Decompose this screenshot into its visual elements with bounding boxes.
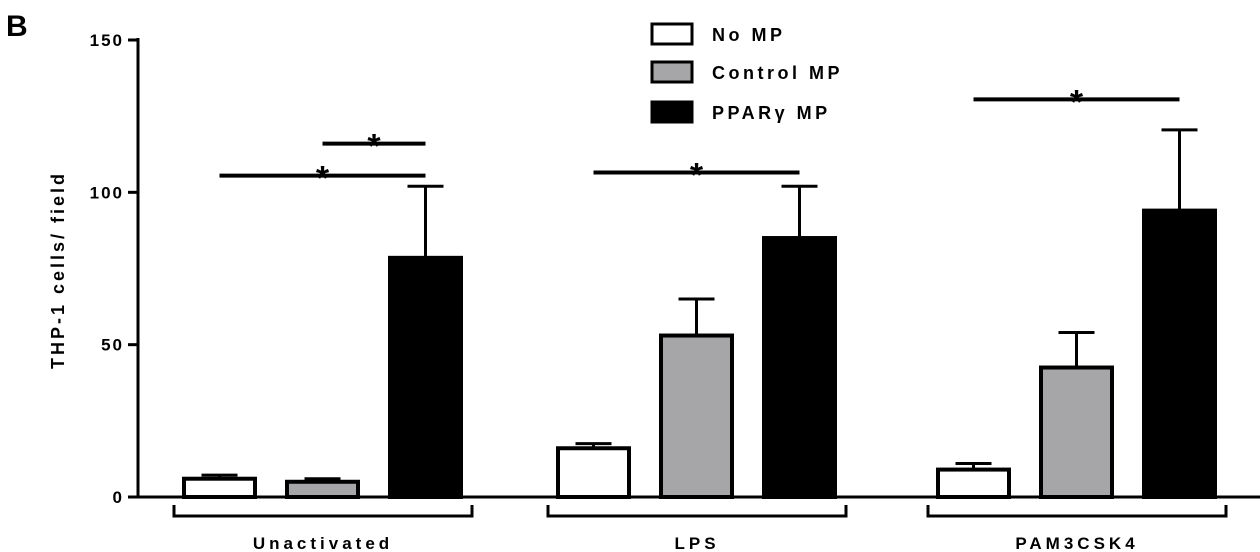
category-brackets: Unactivated LPS PAM3CSK4 (172, 505, 1228, 552)
y-tick-label: 50 (101, 336, 124, 355)
error-bars-group (201, 128, 1198, 482)
bar (1039, 365, 1114, 499)
legend-label: No MP (712, 25, 786, 45)
legend: No MP Control MP PPARγ MP (650, 22, 843, 124)
significance-star: * (1070, 83, 1084, 121)
significance-star: * (316, 160, 330, 198)
bar (182, 476, 257, 500)
legend-swatch (650, 22, 694, 46)
significance-group: * * * * (219, 83, 1180, 198)
y-tick-label: 0 (113, 488, 124, 507)
bar (659, 333, 734, 499)
category-bracket (172, 505, 474, 518)
bar (556, 446, 631, 499)
significance-star: * (690, 157, 704, 195)
category-bracket (546, 505, 848, 518)
category-label: Unactivated (253, 534, 393, 552)
bar (1142, 208, 1217, 499)
significance-star: * (367, 128, 381, 166)
panel-label: B (6, 10, 28, 43)
bar (285, 479, 360, 499)
bar (762, 236, 837, 500)
legend-swatch (650, 60, 694, 84)
category-label: PAM3CSK4 (1015, 534, 1138, 552)
category-label: LPS (674, 534, 719, 552)
legend-label: Control MP (712, 63, 843, 83)
bars-group (182, 208, 1217, 500)
y-tick-label: 150 (90, 31, 124, 50)
bar (936, 467, 1011, 499)
y-axis-title: THP-1 cells/ field (48, 171, 68, 369)
legend-label: PPARγ MP (712, 103, 831, 123)
bar (388, 255, 463, 499)
category-bracket (926, 505, 1228, 518)
legend-swatch (650, 100, 694, 124)
y-tick-label: 100 (90, 183, 124, 202)
